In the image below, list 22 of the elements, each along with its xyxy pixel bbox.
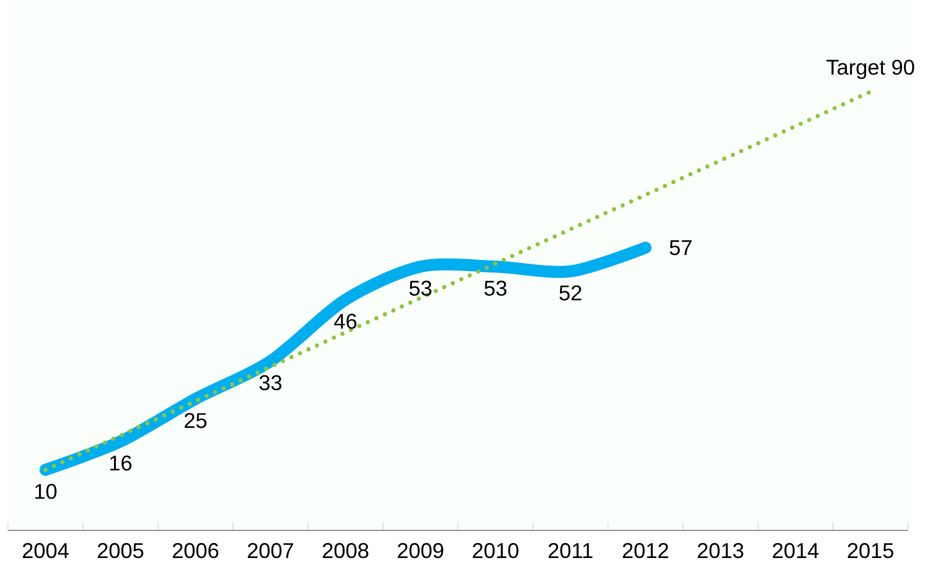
x-tick-label: 2013	[698, 543, 744, 558]
x-tick-label: 2010	[472, 543, 518, 558]
data-label: 53	[484, 280, 506, 296]
x-tick-label: 2004	[22, 543, 69, 558]
x-tick-label: 2012	[622, 543, 668, 558]
x-tick-label: 2005	[98, 543, 144, 558]
x-tick-label: 2015	[848, 543, 894, 558]
x-tick-label: 2008	[322, 543, 368, 558]
annotation: Target 90	[826, 60, 914, 80]
data-label: 52	[560, 285, 582, 300]
x-tick-label: 2006	[172, 543, 218, 558]
data-label: 16	[110, 456, 132, 471]
data-label: 53	[410, 280, 432, 296]
data-label: 25	[184, 412, 206, 428]
data-label: 10	[35, 484, 57, 499]
data-label: 46	[334, 314, 356, 329]
data-label: 33	[259, 375, 282, 390]
x-tick-label: 2009	[398, 543, 444, 558]
x-tick-label: 2007	[248, 543, 294, 558]
x-tick-label: 2011	[548, 543, 592, 558]
x-tick-label: 2014	[772, 543, 819, 558]
data-label: 57	[670, 240, 692, 256]
